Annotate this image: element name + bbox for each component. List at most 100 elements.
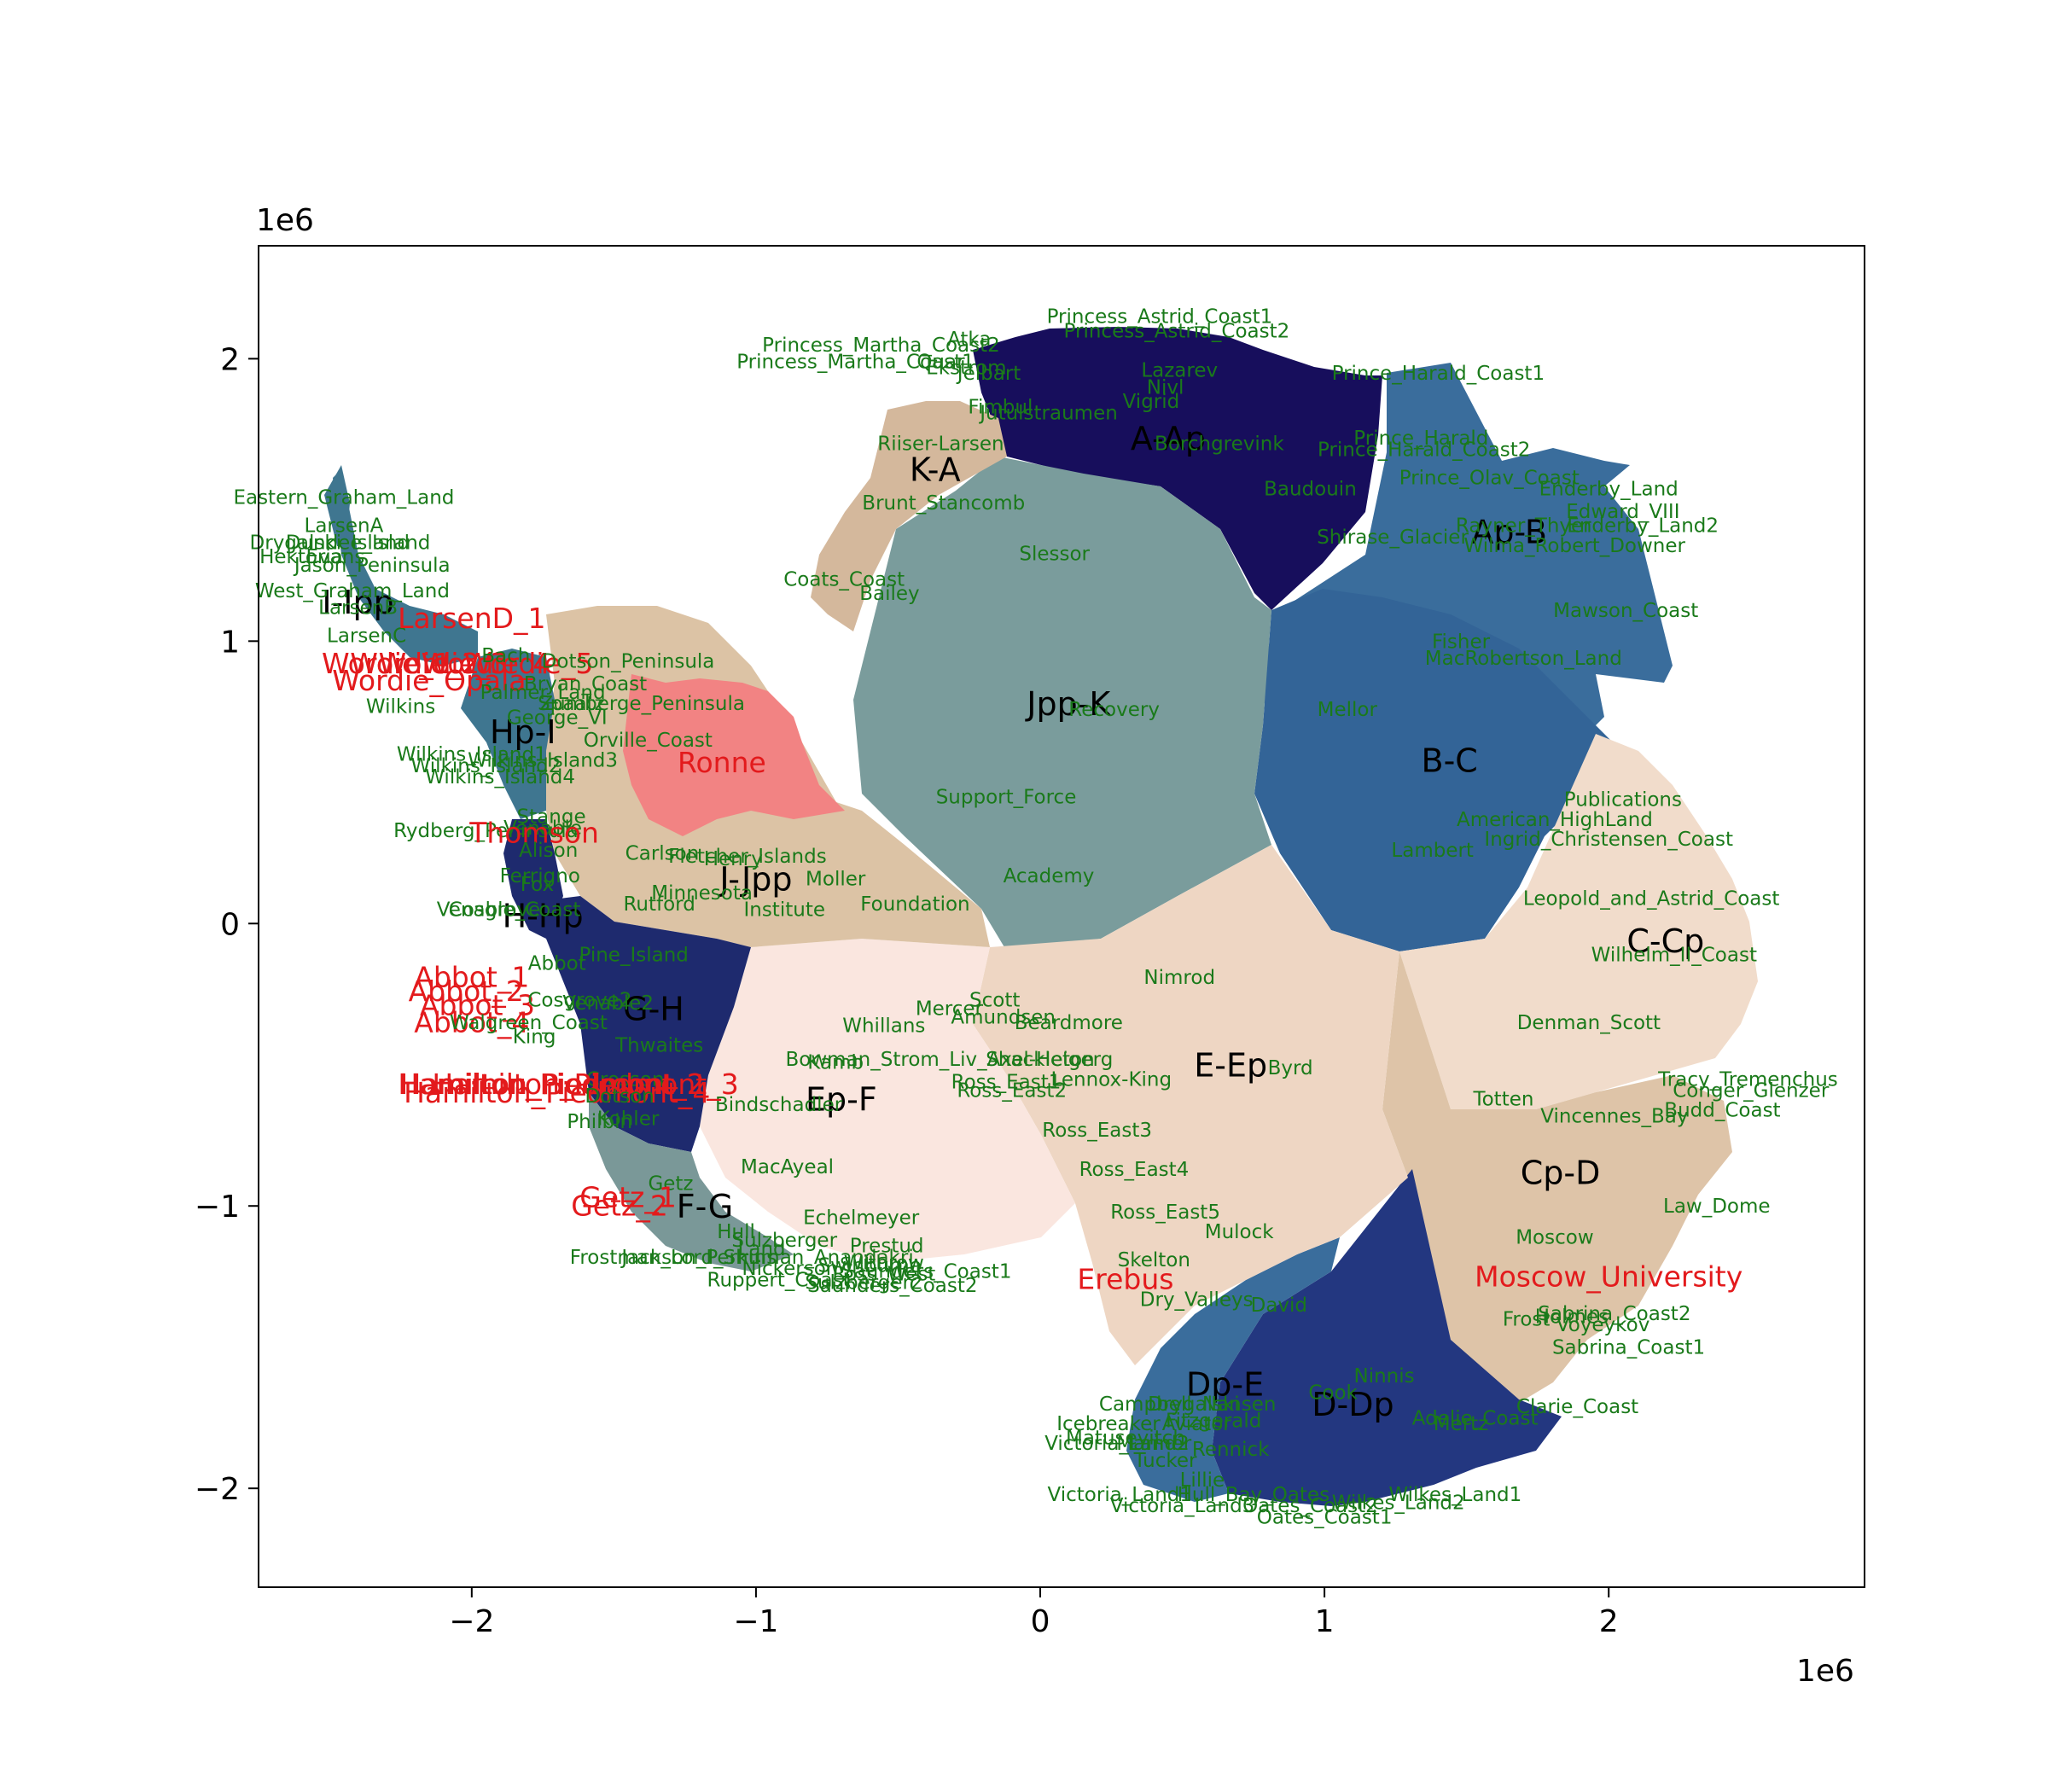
ice-shelf-label: David	[1251, 1295, 1307, 1317]
x-tick-label: 1	[1315, 1604, 1335, 1639]
ice-shelf-label: Wilkins	[366, 695, 435, 718]
ice-shelf-label: Bowman_Strom_Liv_Axel-Heigerg	[786, 1049, 1114, 1071]
basin-jpp-k-region	[853, 457, 1271, 951]
ice-shelf-label: Slessor	[1019, 544, 1090, 566]
ice-shelf-label: Edward_VIII	[1566, 501, 1679, 523]
basin-c-cp-region	[1399, 734, 1758, 1109]
ice-shelf-label: Fisher	[1432, 631, 1491, 653]
ice-shelf-label: Oates_Coast1	[1257, 1506, 1393, 1528]
ice-shelf-label: Wilkins_Island1	[397, 744, 547, 766]
ice-shelf-label: Drygalski	[1148, 1393, 1240, 1416]
ice-shelf-label: Wilkins_Island3	[468, 749, 618, 771]
basin-label: E-Ep	[1194, 1047, 1267, 1085]
ice-shelf-label: Bryan_Coast	[524, 673, 647, 695]
basin-label: K-A	[910, 451, 961, 488]
x-tick-label: −1	[733, 1604, 778, 1639]
ice-shelf-label: Thwaites	[614, 1035, 703, 1057]
ice-shelf-label: Eastern_Graham_Land	[233, 487, 454, 509]
basin-label: H-Hp	[503, 897, 584, 934]
basin-b-c-region	[1254, 589, 1613, 951]
ice-shelf-label: Dotson_Peninsula	[542, 650, 715, 672]
ice-shelf-label: Walgreen_Coast	[450, 1012, 608, 1034]
ice-shelf-label: Byrd	[1268, 1057, 1313, 1079]
basin-label: Hp-I	[490, 713, 556, 751]
highlighted-ice-shelf-label: Abbot_4	[414, 1005, 529, 1039]
ice-shelf-label: Tucker	[1133, 1450, 1197, 1472]
y-axis: 2 1 0 −1 −2	[195, 342, 259, 1507]
ice-shelf-label: Vincennes_Bay	[1540, 1105, 1688, 1127]
ice-shelf-label: Prince_Olav_Coast	[1399, 467, 1580, 489]
basin-label: Jpp-K	[1025, 685, 1111, 723]
ice-shelf-label: Academy	[1004, 865, 1095, 887]
basin-label: Ep-F	[806, 1080, 877, 1118]
basin-label: Cp-D	[1521, 1155, 1601, 1192]
ice-shelf-label: Tracy_Tremenchus	[1657, 1068, 1838, 1091]
x-offset-label: 1e6	[1796, 1654, 1854, 1689]
ice-shelf-label: Sabrina_Coast1	[1552, 1337, 1705, 1359]
x-tick-label: 2	[1599, 1604, 1619, 1639]
ice-shelf-label: Ross_East2	[957, 1080, 1067, 1103]
ice-shelf-label: Prince_Harald_Coast1	[1332, 363, 1545, 385]
basin-label: B-C	[1422, 742, 1478, 779]
ice-shelf-label: Cosgrove2	[527, 990, 631, 1012]
ice-shelf-label: Fox	[521, 874, 554, 896]
ice-shelf-label: Rennick	[1192, 1439, 1270, 1461]
highlighted-ice-shelf-label: Wordie_3	[379, 647, 509, 680]
basin-hp-i-region	[461, 649, 555, 819]
y-offset-label: 1e6	[256, 203, 314, 238]
ice-shelf-label: Ross_East1	[951, 1072, 1062, 1094]
ice-shelf-label: Ekstrom	[926, 357, 1006, 379]
basin-label: Ap-B	[1471, 513, 1547, 550]
ice-shelf-label: Conger_Glenzer	[1673, 1080, 1830, 1103]
ice-shelf-label: Alison	[519, 840, 578, 862]
ice-shelf-label: Ross_West	[832, 1264, 935, 1286]
ice-shelf-label: Icebreaker	[1056, 1413, 1161, 1435]
ice-shelf-label: Rydberg_Peninsula	[393, 820, 579, 842]
basin-label: F-G	[677, 1188, 733, 1225]
ice-shelf-label: Coats_Coast	[783, 569, 905, 591]
ice-shelf-label: Wilkes_Land1	[1388, 1484, 1521, 1506]
ice-shelf-label: Jelbart	[956, 363, 1021, 385]
ice-shelf-label: Mulock	[1205, 1221, 1275, 1243]
ice-shelf-label: Mariner	[1116, 1433, 1192, 1455]
basin-label: C-Cp	[1626, 922, 1704, 960]
ice-shelf-label: LarsenB	[318, 597, 398, 620]
highlighted-ice-shelf-label: Wordie_5	[464, 647, 594, 680]
basin-ronne-region	[623, 674, 845, 836]
ice-shelf-label: West_Graham_Land	[255, 580, 450, 602]
highlighted-ice-shelf-label: LarsenD_1	[398, 602, 546, 635]
ice-shelf-label: Spaatz	[538, 693, 604, 715]
ice-shelf-label: Adelie_Coast	[1412, 1407, 1539, 1429]
ice-shelf-label: Dundee_Island	[286, 532, 431, 554]
ice-shelf-label: Denman_Scott	[1517, 1012, 1661, 1034]
ice-shelf-label: Venable_Coast	[437, 899, 581, 922]
highlighted-ice-shelf-label: Getz_1	[579, 1181, 677, 1214]
basin-cp-d-region	[1382, 951, 1732, 1408]
ice-shelf-label: Law_Dome	[1663, 1196, 1771, 1218]
ice-shelf-label: Venable2	[562, 992, 654, 1015]
ice-shelf-label: Quar	[916, 352, 965, 374]
y-tick-label: −2	[195, 1472, 240, 1507]
x-tick-label: −2	[449, 1604, 494, 1639]
ice-shelf-label: Brunt_Stancomb	[862, 492, 1025, 515]
ice-shelf-label: Beardmore	[1015, 1012, 1123, 1034]
ice-shelf-label: Frostman_Lord_Shuman_Anandakri	[570, 1247, 914, 1269]
ice-shelf-label: Princess_Martha_Coast1	[736, 352, 975, 374]
ice-shelf-label: Skelton	[1118, 1249, 1190, 1271]
basin-dp-e-region	[1126, 1237, 1340, 1502]
basin-label-layer: A-Ap Ap-B B-C C-Cp Cp-D D-Dp Dp-E E-Ep Ep-F F-G G-…	[322, 420, 1704, 1423]
ice-shelf-label: Mellor	[1318, 699, 1378, 721]
ice-shelf-label: Victoria_Land1	[1048, 1484, 1193, 1506]
ice-shelf-label: Recovery	[1068, 699, 1160, 721]
ice-shelf-label: Ross_East3	[1042, 1120, 1152, 1142]
ice-shelf-label: Fitzgerald	[1166, 1411, 1261, 1433]
ice-shelf-label: LarsenC	[327, 625, 406, 648]
ice-shelf-label: Prince_Harald_Coast2	[1318, 439, 1530, 461]
y-tick-label: 0	[220, 907, 240, 942]
ice-shelf-label: Oates_Coast2	[1242, 1495, 1378, 1517]
ice-shelf-label: Orville_Coast	[584, 730, 713, 752]
highlighted-ice-shelf-label: Abbot_1	[414, 960, 529, 993]
basin-g-h-region	[546, 896, 751, 1152]
basin-h-hp-region	[503, 819, 563, 939]
highlighted-ice-shelf-label: Erebus	[1077, 1263, 1173, 1296]
